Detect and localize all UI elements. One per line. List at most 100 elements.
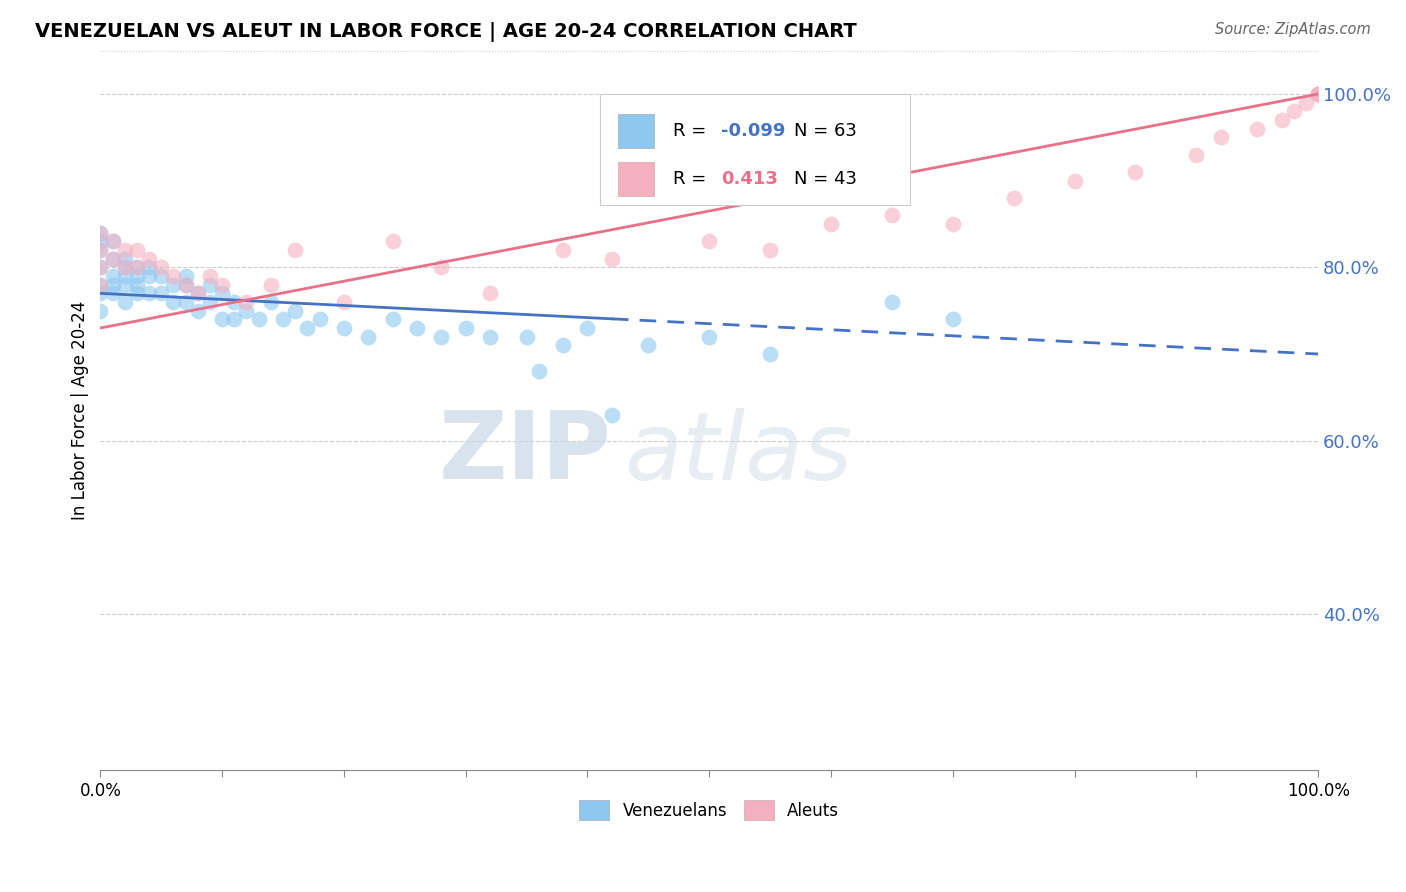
Text: Source: ZipAtlas.com: Source: ZipAtlas.com	[1215, 22, 1371, 37]
Point	[697, 235, 720, 249]
Point	[198, 295, 221, 310]
Point	[125, 268, 148, 283]
Point	[1271, 113, 1294, 128]
Text: N = 63: N = 63	[794, 122, 858, 140]
Point	[880, 208, 903, 222]
Point	[187, 286, 209, 301]
Point	[114, 277, 136, 292]
Point	[114, 252, 136, 266]
Point	[89, 226, 111, 240]
Point	[198, 268, 221, 283]
Point	[125, 260, 148, 275]
Point	[89, 235, 111, 249]
Point	[576, 321, 599, 335]
Text: -0.099: -0.099	[721, 122, 786, 140]
Point	[224, 312, 246, 326]
Point	[553, 243, 575, 257]
Point	[880, 295, 903, 310]
Point	[187, 303, 209, 318]
Point	[150, 260, 173, 275]
Point	[114, 260, 136, 275]
Point	[224, 295, 246, 310]
Point	[114, 260, 136, 275]
Point	[759, 243, 782, 257]
Point	[101, 286, 124, 301]
Point	[89, 286, 111, 301]
Point	[89, 226, 111, 240]
Point	[1063, 174, 1085, 188]
Point	[89, 260, 111, 275]
Text: R =: R =	[672, 169, 706, 188]
Point	[271, 312, 294, 326]
Point	[479, 286, 502, 301]
Point	[406, 321, 429, 335]
Point	[89, 243, 111, 257]
Point	[1282, 104, 1305, 119]
Point	[89, 277, 111, 292]
Text: atlas: atlas	[624, 408, 852, 499]
FancyBboxPatch shape	[617, 113, 654, 148]
Point	[138, 252, 160, 266]
Point	[697, 329, 720, 343]
Point	[1295, 95, 1317, 110]
Point	[600, 408, 623, 422]
Point	[101, 277, 124, 292]
Point	[284, 303, 307, 318]
Point	[174, 277, 197, 292]
Point	[637, 338, 659, 352]
Point	[430, 260, 453, 275]
Point	[1125, 165, 1147, 179]
Point	[187, 286, 209, 301]
Point	[942, 312, 965, 326]
Point	[211, 286, 233, 301]
Point	[381, 312, 404, 326]
Legend: Venezuelans, Aleuts: Venezuelans, Aleuts	[572, 794, 846, 826]
Point	[759, 347, 782, 361]
Point	[101, 235, 124, 249]
Point	[600, 252, 623, 266]
Point	[247, 312, 270, 326]
Point	[101, 252, 124, 266]
Point	[125, 260, 148, 275]
Point	[162, 268, 184, 283]
Point	[1308, 87, 1330, 101]
Point	[114, 295, 136, 310]
Point	[174, 268, 197, 283]
Point	[260, 295, 283, 310]
Point	[308, 312, 330, 326]
Point	[162, 277, 184, 292]
Point	[1185, 147, 1208, 161]
Point	[150, 286, 173, 301]
Point	[211, 277, 233, 292]
Point	[114, 243, 136, 257]
Point	[150, 268, 173, 283]
Point	[1246, 121, 1268, 136]
Point	[942, 217, 965, 231]
FancyBboxPatch shape	[617, 161, 654, 196]
Point	[430, 329, 453, 343]
Point	[125, 286, 148, 301]
Point	[174, 277, 197, 292]
Point	[297, 321, 319, 335]
Point	[333, 321, 356, 335]
Point	[89, 260, 111, 275]
Point	[333, 295, 356, 310]
Text: VENEZUELAN VS ALEUT IN LABOR FORCE | AGE 20-24 CORRELATION CHART: VENEZUELAN VS ALEUT IN LABOR FORCE | AGE…	[35, 22, 856, 42]
Point	[198, 277, 221, 292]
Point	[1002, 191, 1025, 205]
Point	[114, 268, 136, 283]
Point	[235, 295, 257, 310]
Point	[162, 295, 184, 310]
Point	[820, 217, 842, 231]
FancyBboxPatch shape	[599, 94, 910, 205]
Point	[553, 338, 575, 352]
Point	[89, 243, 111, 257]
Point	[260, 277, 283, 292]
Point	[138, 268, 160, 283]
Point	[125, 277, 148, 292]
Text: N = 43: N = 43	[794, 169, 858, 188]
Point	[174, 295, 197, 310]
Point	[357, 329, 380, 343]
Point	[1308, 87, 1330, 101]
Point	[235, 303, 257, 318]
